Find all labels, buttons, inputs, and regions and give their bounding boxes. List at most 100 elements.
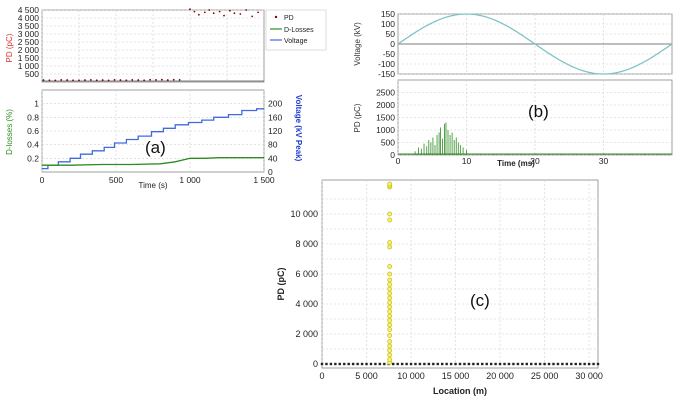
baseline-marker xyxy=(578,362,582,366)
baseline-marker xyxy=(445,362,448,366)
y-tick-label: -150 xyxy=(378,69,395,79)
baseline-marker xyxy=(570,362,573,366)
pd-point xyxy=(387,271,393,277)
x-tick-label: 0 xyxy=(319,371,324,381)
y-tick-label-left: 0.6 xyxy=(27,126,39,136)
pd-point xyxy=(245,9,248,11)
y-tick-label: 2 500 xyxy=(18,37,40,47)
baseline-marker xyxy=(596,362,600,366)
y-tick-label: 10 000 xyxy=(290,209,318,219)
pd-point xyxy=(107,79,110,82)
x-tick-label: 0 xyxy=(40,175,45,185)
pd-point xyxy=(387,282,393,287)
baseline-marker xyxy=(543,362,546,366)
panel-a-bottom: 0.2 0.4 0.6 0.8 1 0 40 80 120 160 200 0 500 1 000 1 … xyxy=(5,89,303,190)
panel-c-ylabel: PD (pC) xyxy=(276,268,286,301)
baseline-marker xyxy=(556,362,560,366)
pd-point xyxy=(387,217,393,223)
x-tick-label: 1 500 xyxy=(253,175,275,185)
pd-point xyxy=(387,343,393,349)
pd-point xyxy=(257,11,259,14)
baseline-marker xyxy=(552,362,555,366)
y-tick-label-left: 0.4 xyxy=(27,140,39,150)
panel-b-top-ylabel: Voltage (kV) xyxy=(353,22,362,66)
baseline-marker xyxy=(440,362,444,366)
y-tick-label: 100 xyxy=(381,19,395,29)
baseline-marker xyxy=(583,362,586,366)
series-voltage-line xyxy=(42,108,264,170)
baseline-marker xyxy=(365,362,368,366)
pd-point xyxy=(60,79,63,81)
x-tick-label: 0 xyxy=(396,156,401,166)
legend-voltage: Voltage xyxy=(284,38,307,45)
pd-point xyxy=(160,78,163,81)
pd-point xyxy=(233,12,236,15)
pd-point xyxy=(197,13,200,16)
y-tick-label-right: 120 xyxy=(268,126,282,136)
baseline-marker xyxy=(338,362,342,366)
y-tick-label-right: 200 xyxy=(268,99,282,109)
pd-point xyxy=(149,78,151,81)
baseline-marker xyxy=(467,362,471,366)
pd-point xyxy=(218,10,221,13)
baseline-marker xyxy=(547,362,551,366)
pd-point xyxy=(387,322,393,328)
legend-pd: PD xyxy=(284,15,294,22)
baseline-marker xyxy=(472,362,475,366)
x-tick-label: 1 000 xyxy=(179,175,201,185)
y-tick-label-left: 0.8 xyxy=(27,112,39,122)
baseline-marker xyxy=(516,362,520,366)
baseline-marker xyxy=(587,362,591,366)
panel-a-bottom-ylabel-left: D-losses (%) xyxy=(5,109,14,155)
y-tick-label: 1 500 xyxy=(18,53,40,63)
baseline-marker xyxy=(351,362,355,366)
baseline-marker xyxy=(378,362,382,366)
y-tick-label-right: 0 xyxy=(268,167,273,177)
pd-point xyxy=(387,304,393,310)
legend-pd-marker xyxy=(274,15,278,19)
baseline-marker xyxy=(405,362,408,366)
y-tick-label: 0 xyxy=(313,359,318,369)
baseline-marker xyxy=(414,362,417,366)
series-dlosses-line xyxy=(42,157,264,166)
y-tick-label-right: 160 xyxy=(268,112,282,122)
baseline-marker xyxy=(512,362,515,366)
pd-point xyxy=(78,79,80,82)
baseline-marker xyxy=(400,362,404,366)
pd-point xyxy=(387,300,393,305)
pd-point xyxy=(223,14,225,17)
pd-point xyxy=(387,264,393,269)
pd-point xyxy=(387,348,393,353)
x-tick-label: 10 xyxy=(462,156,472,166)
y-tick-label-right: 40 xyxy=(268,153,278,163)
pd-point xyxy=(387,333,393,338)
x-tick-label: 15 000 xyxy=(442,371,470,381)
pd-point xyxy=(387,211,393,217)
pd-point xyxy=(387,327,393,332)
x-tick-label: 10 000 xyxy=(397,371,425,381)
panel-a-bottom-xlabel: Time (s) xyxy=(138,181,167,190)
baseline-marker xyxy=(418,362,422,366)
pd-point xyxy=(387,181,393,187)
pd-point xyxy=(251,15,254,18)
pd-point xyxy=(95,79,98,82)
pd-point xyxy=(189,8,191,11)
baseline-marker xyxy=(432,362,435,366)
baseline-marker xyxy=(530,362,533,366)
baseline-marker xyxy=(409,362,413,366)
baseline-marker xyxy=(356,362,359,366)
y-tick-label: 2 000 xyxy=(295,329,318,339)
pd-point xyxy=(54,79,57,82)
legend: PD D-Losses Voltage xyxy=(265,9,327,51)
baseline-marker xyxy=(329,362,333,366)
pd-point xyxy=(208,9,211,11)
x-tick-label: 25 000 xyxy=(531,371,559,381)
panel-a-label: (a) xyxy=(145,138,166,157)
pd-point xyxy=(155,79,157,81)
x-tick-label: 20 000 xyxy=(486,371,514,381)
pd-point xyxy=(387,295,393,301)
pd-point xyxy=(131,79,134,81)
baseline-marker xyxy=(481,362,484,366)
panel-c-label: (c) xyxy=(470,291,490,310)
